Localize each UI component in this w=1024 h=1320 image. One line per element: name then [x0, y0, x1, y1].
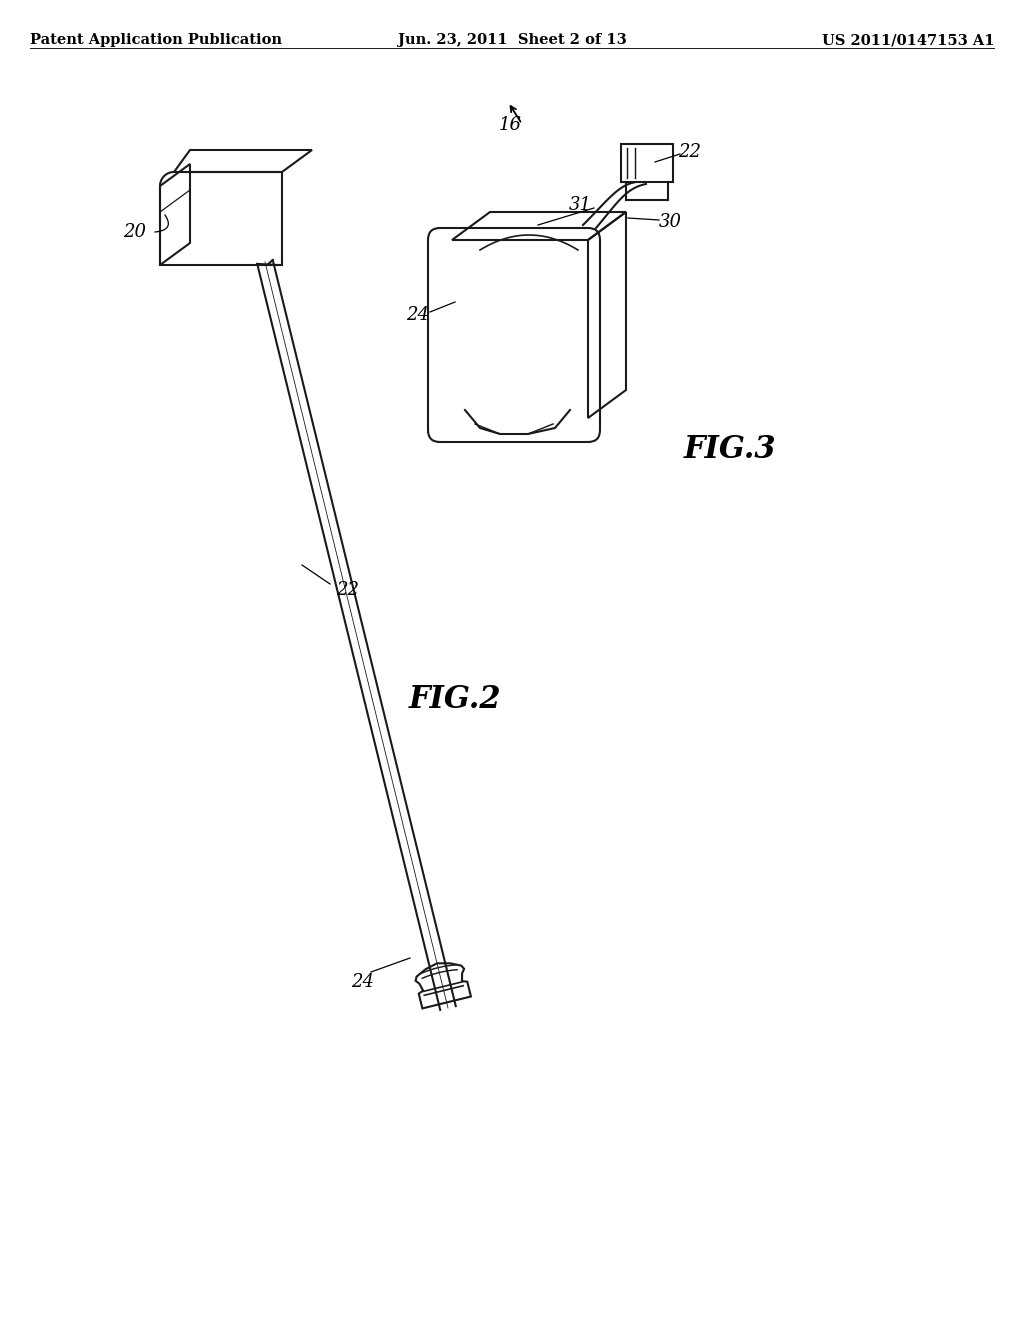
Text: 22: 22: [337, 581, 359, 599]
Text: 31: 31: [568, 195, 592, 214]
Text: 22: 22: [679, 143, 701, 161]
Text: 20: 20: [124, 223, 146, 242]
Text: Patent Application Publication: Patent Application Publication: [30, 33, 282, 48]
Text: 16: 16: [499, 116, 522, 135]
Text: US 2011/0147153 A1: US 2011/0147153 A1: [821, 33, 994, 48]
Text: FIG.3: FIG.3: [684, 434, 776, 466]
Text: 24: 24: [407, 306, 429, 323]
Text: FIG.2: FIG.2: [409, 685, 502, 715]
Text: Jun. 23, 2011  Sheet 2 of 13: Jun. 23, 2011 Sheet 2 of 13: [397, 33, 627, 48]
Text: 30: 30: [658, 213, 682, 231]
Text: 24: 24: [351, 973, 375, 991]
